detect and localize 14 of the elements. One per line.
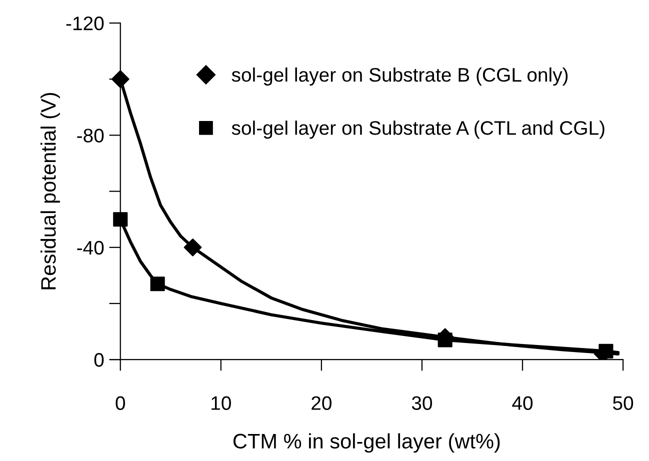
- x-tick-label: 50: [613, 396, 634, 410]
- x-tick-label: 10: [212, 396, 231, 410]
- x-tick-label: 30: [412, 396, 432, 410]
- y-axis-title: Residual potential (V): [40, 93, 60, 290]
- y-tick-label: -40: [77, 240, 104, 255]
- x-tick-label: 0: [116, 396, 126, 410]
- legend-label: sol-gel layer on Substrate A (CTL and CGL): [232, 120, 604, 139]
- y-tick-label: -120: [66, 16, 104, 30]
- x-tick-label: 40: [512, 396, 533, 410]
- x-tick-label: 20: [312, 396, 332, 410]
- x-axis-title: CTM % in sol-gel layer (wt%): [233, 433, 500, 453]
- legend-label: sol-gel layer on Substrate B (CGL only): [232, 67, 568, 86]
- y-tick-label: -80: [77, 128, 104, 142]
- y-tick-label: 0: [94, 353, 104, 367]
